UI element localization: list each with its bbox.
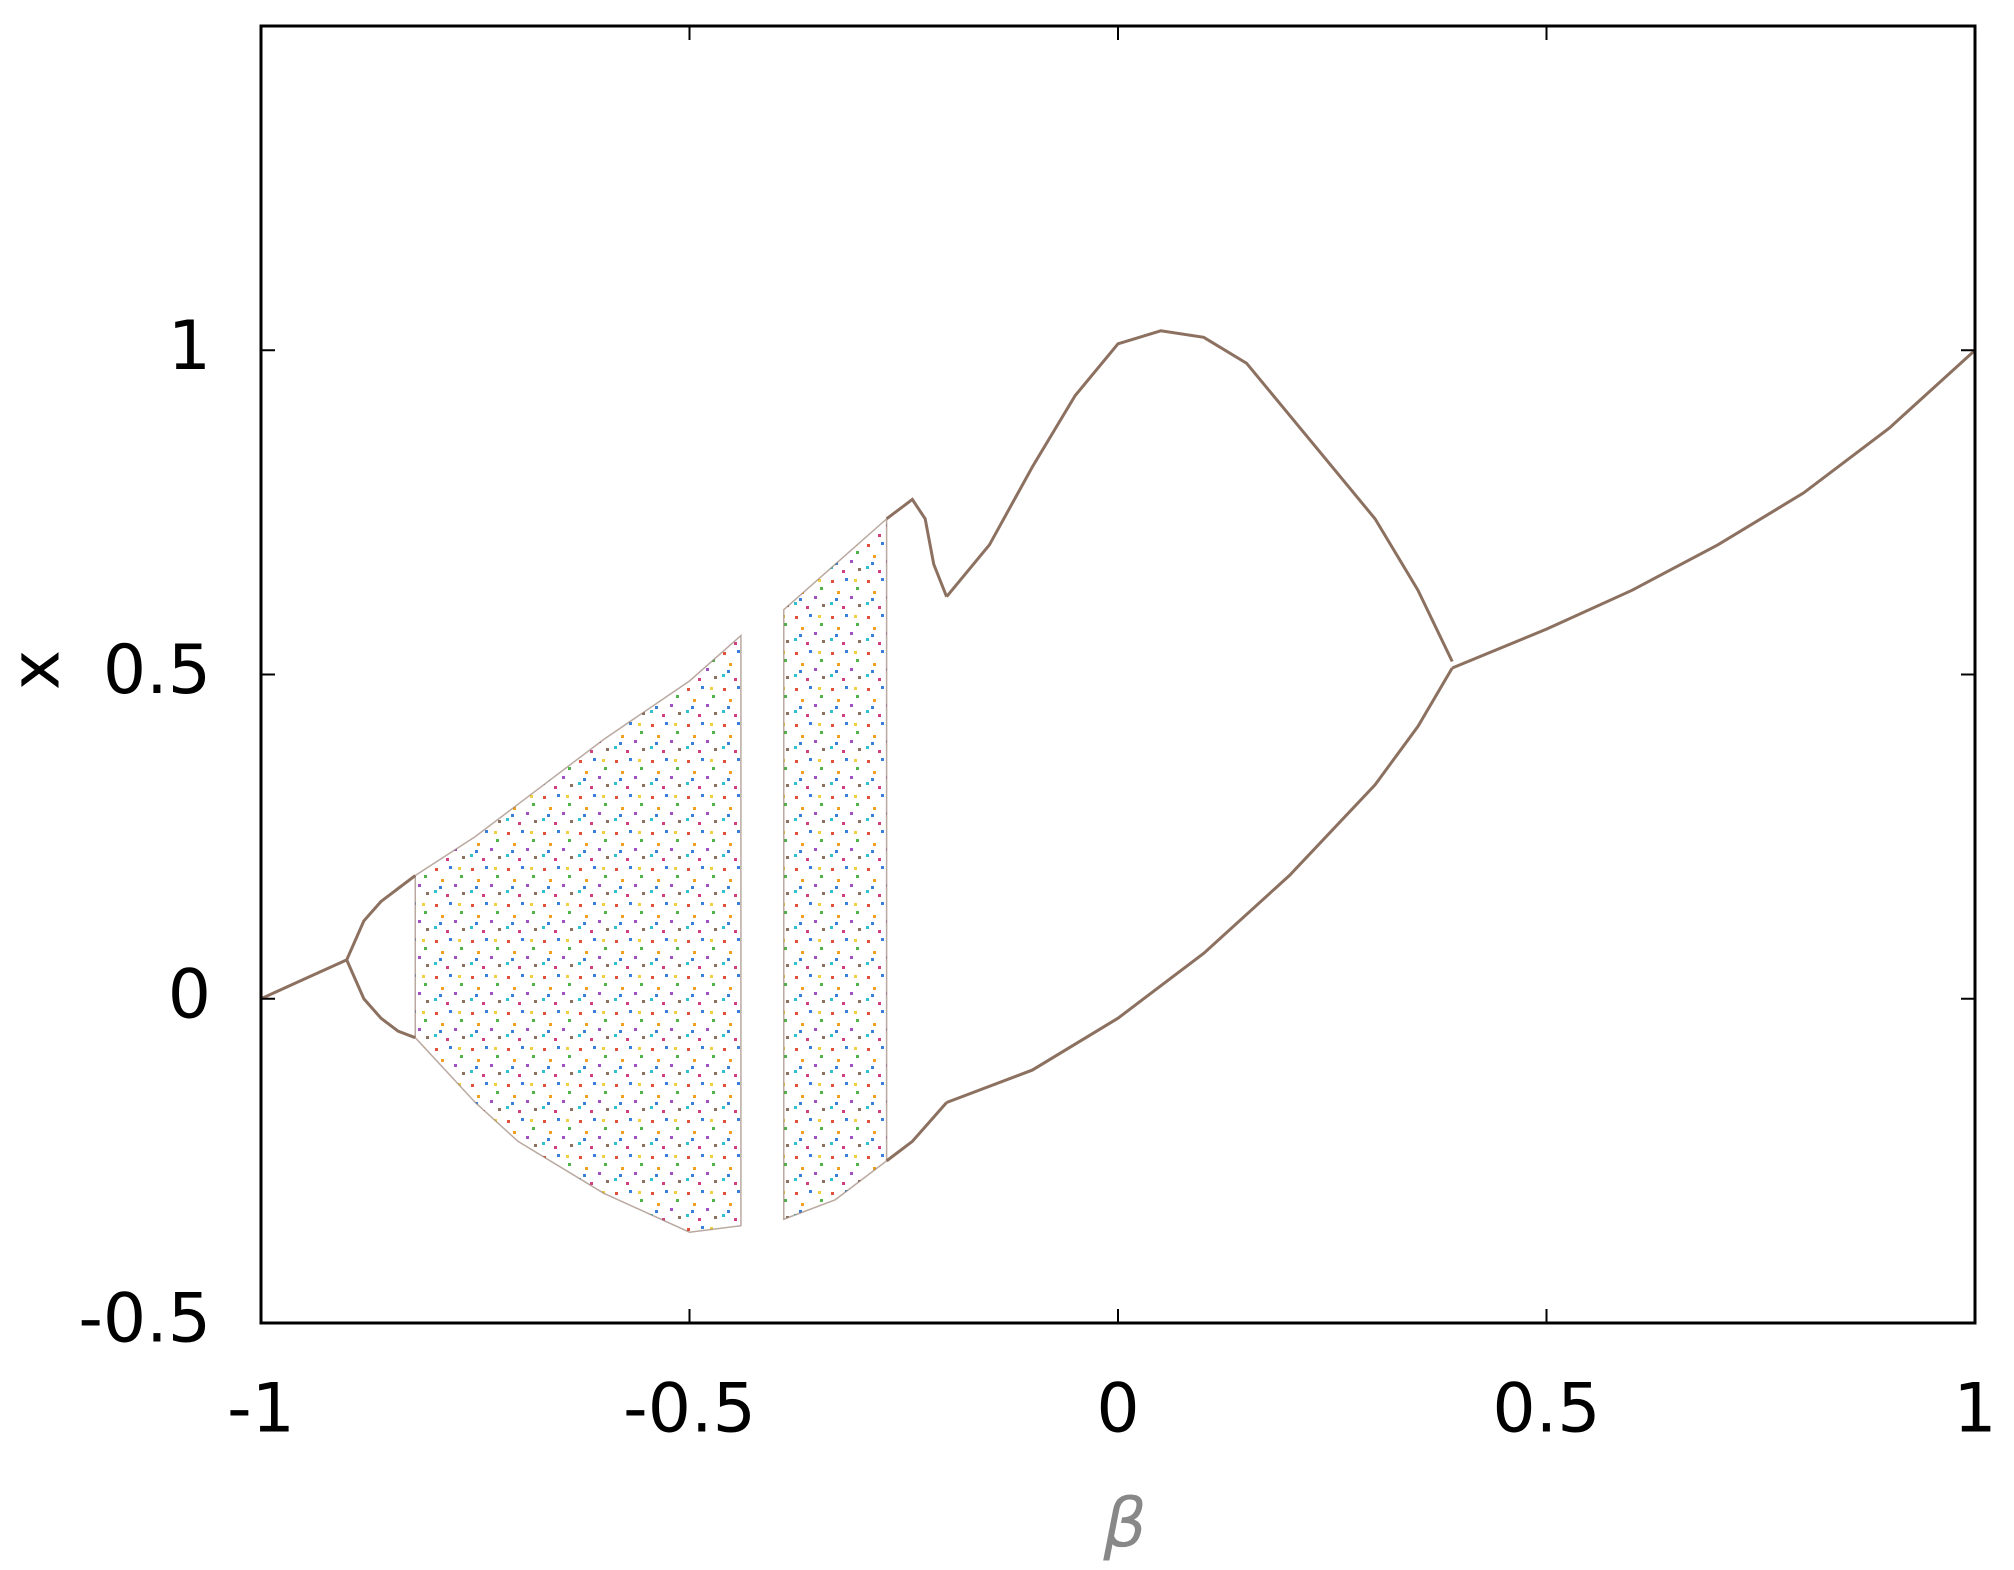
branch-line: [885, 1101, 948, 1163]
branch-line: [1451, 349, 1977, 670]
x-tick-label: 0.5: [1492, 1370, 1600, 1449]
branch-line: [345, 874, 417, 961]
branch-line: [345, 959, 416, 1040]
chaotic-band: [414, 633, 742, 1233]
y-tick-label: 0.5: [103, 631, 211, 710]
y-tick-label: -0.5: [78, 1280, 211, 1359]
x-tick-label: -1: [227, 1370, 295, 1449]
y-tick-label: 1: [168, 307, 211, 386]
y-tick-label: 0: [168, 955, 211, 1034]
x-tick-label: -0.5: [623, 1370, 756, 1449]
x-axis-label: β: [1102, 1485, 1146, 1564]
x-tick-label: 1: [1953, 1370, 1996, 1449]
chaotic-band: [783, 517, 888, 1221]
x-tick-label: 0: [1096, 1370, 1139, 1449]
y-axis-label: x: [0, 650, 76, 690]
branch-line: [260, 958, 348, 1001]
branch-line: [945, 329, 1454, 663]
branch-line: [946, 667, 1454, 1104]
branch-line: [885, 497, 948, 598]
